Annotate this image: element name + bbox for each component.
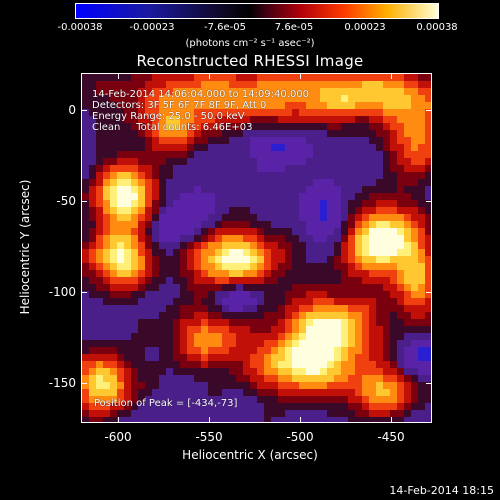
colorbar: [75, 3, 439, 19]
time-range-label: 14-Feb-2014 14:06:04.000 to 14:09:40.000: [92, 89, 310, 100]
axis-tick-mark: [118, 417, 119, 423]
x-tick-label: -550: [195, 430, 223, 444]
axis-tick-mark: [118, 73, 119, 79]
y-tick-label: -50: [56, 194, 76, 208]
colorbar-tick: -0.00023: [129, 22, 175, 33]
x-axis-label: Heliocentric X (arcsec): [182, 448, 318, 462]
colorbar-tick: -7.6e-05: [204, 22, 246, 33]
axis-tick-mark: [81, 383, 87, 384]
axis-tick-mark: [426, 383, 432, 384]
y-axis-label: Heliocentric Y (arcsec): [18, 179, 32, 315]
axis-tick-mark: [209, 73, 210, 79]
detectors-label: Detectors: 3F 5F 6F 7F 8F 9F, Att 0: [92, 100, 267, 111]
axis-tick-mark: [81, 292, 87, 293]
axis-tick-mark: [81, 110, 87, 111]
y-tick-label: 0: [68, 103, 76, 117]
method-counts-label: Clean Total counts: 6.46E+03: [92, 122, 253, 133]
peak-position-label: Position of Peak = [-434,-73]: [94, 398, 238, 409]
axis-tick-mark: [81, 201, 87, 202]
axis-tick-mark: [300, 73, 301, 79]
y-tick-label: -100: [48, 285, 76, 299]
axis-tick-mark: [209, 417, 210, 423]
axis-tick-mark: [426, 110, 432, 111]
rhessi-map: [82, 74, 431, 422]
colorbar-tick: -0.00038: [57, 22, 103, 33]
x-tick-label: -600: [104, 430, 132, 444]
axis-tick-mark: [391, 417, 392, 423]
y-tick-label: -150: [48, 376, 76, 390]
colorbar-tick: 0.00038: [416, 22, 458, 33]
axis-tick-mark: [391, 73, 392, 79]
colorbar-tick: 7.6e-05: [274, 22, 314, 33]
datestamp: 14-Feb-2014 18:15: [389, 484, 494, 497]
energy-range-label: Energy Range: 25.0 - 50.0 keV: [92, 111, 245, 122]
plot-title: Reconstructed RHESSI Image: [136, 52, 364, 70]
x-tick-label: -500: [286, 430, 314, 444]
axis-tick-mark: [426, 292, 432, 293]
axis-tick-mark: [300, 417, 301, 423]
colorbar-unit: (photons cm⁻² s⁻¹ asec⁻²): [185, 38, 315, 49]
x-tick-label: -450: [377, 430, 405, 444]
axis-tick-mark: [426, 201, 432, 202]
rhessi-image: 14-Feb-2014 14:06:04.000 to 14:09:40.000…: [81, 73, 432, 423]
colorbar-tick: 0.00023: [344, 22, 386, 33]
